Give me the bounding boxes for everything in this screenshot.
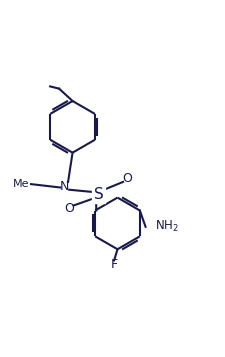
Text: F: F xyxy=(110,258,117,271)
Text: NH$_2$: NH$_2$ xyxy=(154,219,178,234)
Text: N: N xyxy=(60,180,69,193)
Text: O: O xyxy=(122,172,132,185)
Text: S: S xyxy=(93,187,103,202)
Text: O: O xyxy=(64,202,74,215)
Text: Me: Me xyxy=(13,179,29,189)
